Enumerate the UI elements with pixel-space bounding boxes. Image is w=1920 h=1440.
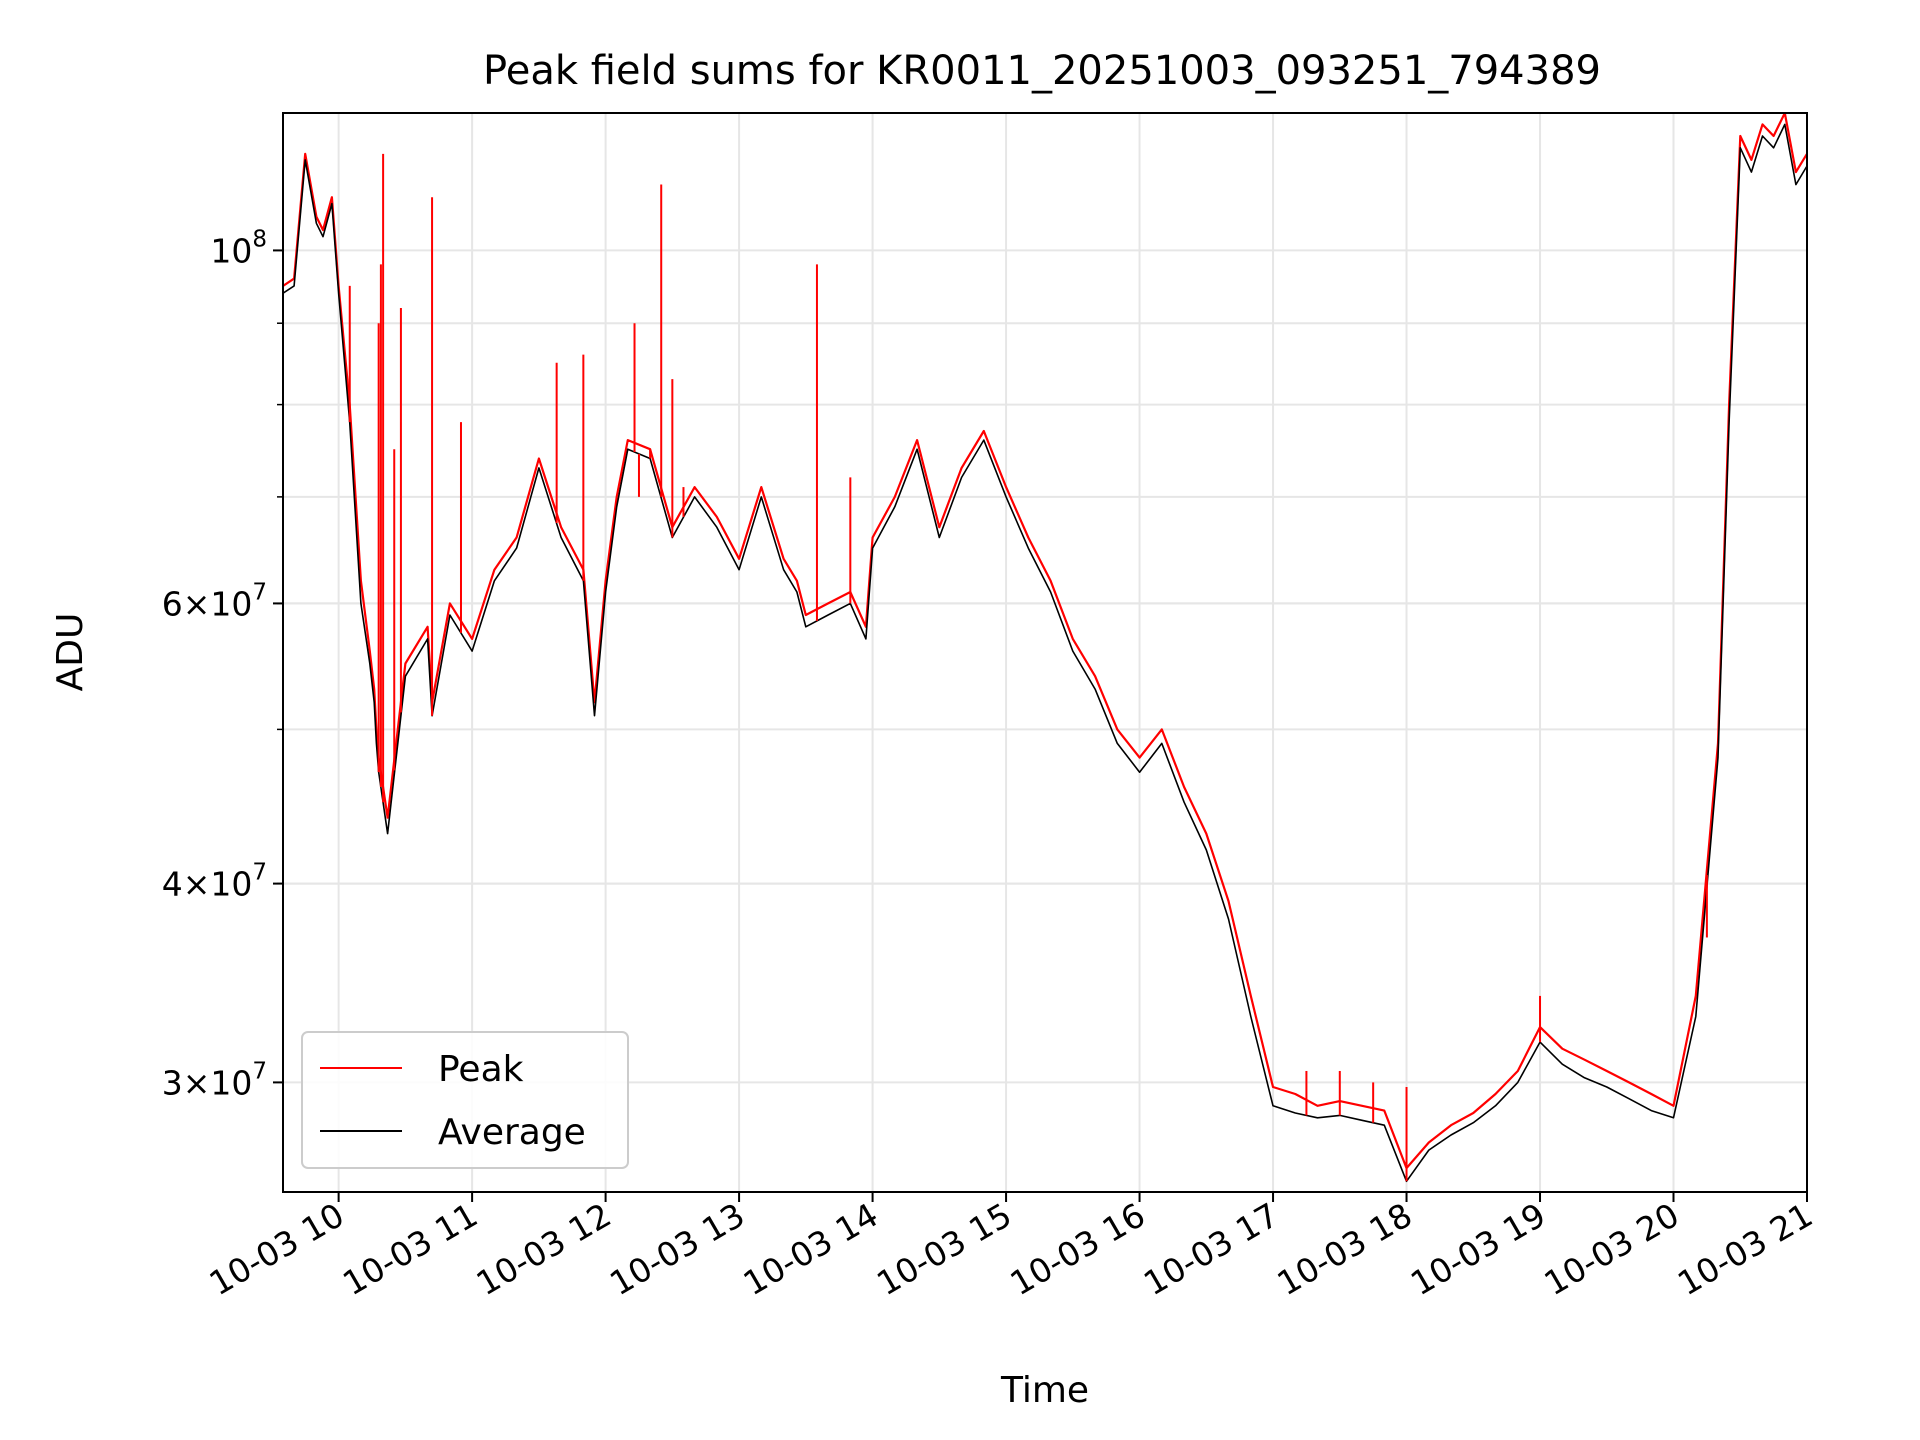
plot-frame bbox=[282, 112, 1808, 1193]
y-tick-label: 6×107 bbox=[162, 579, 267, 623]
y-tick-label: 4×107 bbox=[162, 860, 267, 904]
legend: Peak Average bbox=[301, 1031, 629, 1169]
legend-average-label: Average bbox=[438, 1112, 586, 1153]
x-axis-label: Time bbox=[1000, 1370, 1089, 1411]
y-tick-label: 3×107 bbox=[162, 1058, 267, 1102]
chart-title: Peak field sums for KR0011_20251003_0932… bbox=[483, 48, 1601, 94]
y-tick-label: 108 bbox=[210, 226, 267, 270]
series-layer bbox=[283, 113, 1807, 1183]
y-axis-label: ADU bbox=[50, 613, 91, 692]
legend-box bbox=[301, 1031, 629, 1169]
legend-peak-label: Peak bbox=[438, 1049, 524, 1090]
y-ticks: 3×107 4×107 6×107 108 bbox=[162, 226, 283, 1102]
series-line-average bbox=[283, 123, 1807, 1183]
plot-area bbox=[283, 113, 1807, 1183]
grid bbox=[283, 113, 1808, 1192]
series-line-peak bbox=[283, 113, 1807, 1170]
